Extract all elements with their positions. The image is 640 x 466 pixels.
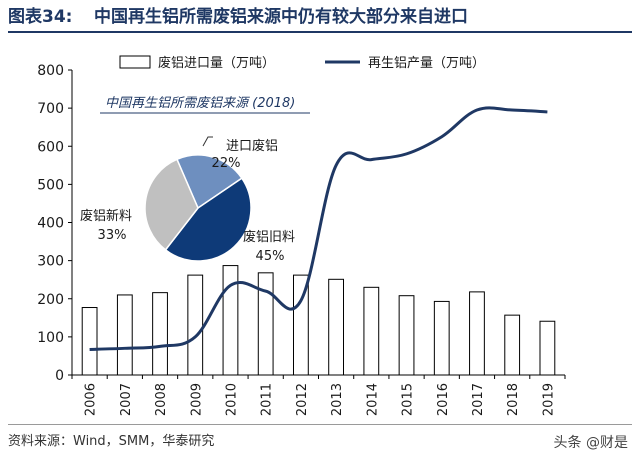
x-tick-label: 2013 — [330, 383, 345, 416]
pie-pct-2: 33% — [98, 228, 127, 243]
y-tick-label: 700 — [37, 101, 64, 117]
bar-series — [81, 265, 556, 376]
x-tick-label: 2016 — [436, 383, 451, 416]
bar-import-2017 — [469, 291, 485, 376]
x-tick-label: 2011 — [260, 383, 275, 416]
x-tick-label: 2017 — [471, 383, 486, 416]
y-tick-label: 200 — [37, 292, 64, 308]
x-tick-label: 2018 — [506, 383, 521, 416]
pie-label-2: 废铝新料 — [80, 208, 132, 224]
bar-import-2012 — [292, 274, 309, 376]
x-tick-label: 2015 — [401, 383, 416, 416]
x-tick-label: 2019 — [541, 383, 556, 416]
y-tick-label: 0 — [55, 368, 64, 384]
bar-import-2013 — [328, 278, 345, 376]
chart-axes: 0 100 200 300 400 500 600 700 800 2006 2007 2008 200… — [37, 63, 566, 416]
y-tick-label: 500 — [37, 177, 64, 193]
pie-slice-new-scrap — [144, 158, 199, 251]
bar-import-2006 — [81, 307, 98, 376]
legend-line-label: 再生铝产量（万吨） — [368, 56, 485, 71]
bar-import-2019 — [539, 320, 556, 376]
pie-slice-old-scrap — [164, 177, 252, 262]
x-tick-label: 2007 — [119, 383, 134, 416]
bar-import-2014 — [363, 286, 380, 376]
chart-canvas: 0 100 200 300 400 500 600 700 800 2006 2007 2008 200… — [37, 55, 566, 416]
y-tick-label: 800 — [37, 63, 64, 79]
source-rule — [8, 424, 632, 425]
figure-title: 图表34: 中国再生铝所需废铝来源中仍有较大部分来自进口 — [8, 4, 632, 30]
source-note: 资料来源：Wind，SMM，华泰研究 — [8, 434, 215, 449]
legend-bar-swatch — [119, 55, 151, 69]
bar-import-2009 — [187, 274, 204, 376]
figure-number: 图表34: — [8, 7, 73, 27]
pie-title: 中国再生铝所需废铝来源 (2018) — [105, 96, 295, 111]
chart-legend: 废铝进口量（万吨） 再生铝产量（万吨） — [119, 55, 485, 71]
pie-inset: 中国再生铝所需废铝来源 (2018) 进口废铝 22% 废铝旧料 45% 废铝新料 33% — [80, 96, 310, 264]
bar-import-2008 — [152, 292, 168, 376]
watermark: 头条 @财是 — [553, 435, 628, 451]
figure-title-text: 中国再生铝所需废铝来源中仍有较大部分来自进口 — [94, 7, 468, 27]
x-tick-label: 2012 — [295, 383, 310, 416]
x-tick-label: 2010 — [224, 383, 239, 416]
x-tick-label: 2014 — [365, 383, 380, 416]
bar-import-2018 — [504, 314, 521, 376]
bar-import-2016 — [433, 300, 450, 376]
line-recycled-aluminum-output — [89, 106, 548, 351]
x-tick-label: 2006 — [84, 383, 99, 416]
bar-import-2010 — [222, 265, 239, 376]
pie-pct-0: 22% — [212, 156, 241, 171]
y-tick-label: 300 — [37, 254, 64, 270]
pie-leader-line — [202, 136, 213, 147]
line-series — [89, 106, 548, 351]
pie-label-0: 进口废铝 — [226, 138, 278, 154]
title-rule — [8, 31, 632, 33]
legend-bar-label: 废铝进口量（万吨） — [158, 55, 275, 71]
pie-pct-1: 45% — [256, 249, 285, 264]
y-tick-label: 100 — [37, 330, 64, 346]
x-tick-label: 2009 — [189, 383, 204, 416]
y-tick-label: 400 — [37, 216, 64, 232]
bar-import-2015 — [398, 295, 415, 376]
y-tick-label: 600 — [37, 139, 64, 155]
x-tick-label: 2008 — [154, 383, 169, 416]
bar-import-2007 — [116, 294, 133, 376]
pie-label-1: 废铝旧料 — [243, 229, 295, 245]
pie-slice-import — [175, 154, 243, 210]
bar-import-2011 — [257, 272, 274, 376]
